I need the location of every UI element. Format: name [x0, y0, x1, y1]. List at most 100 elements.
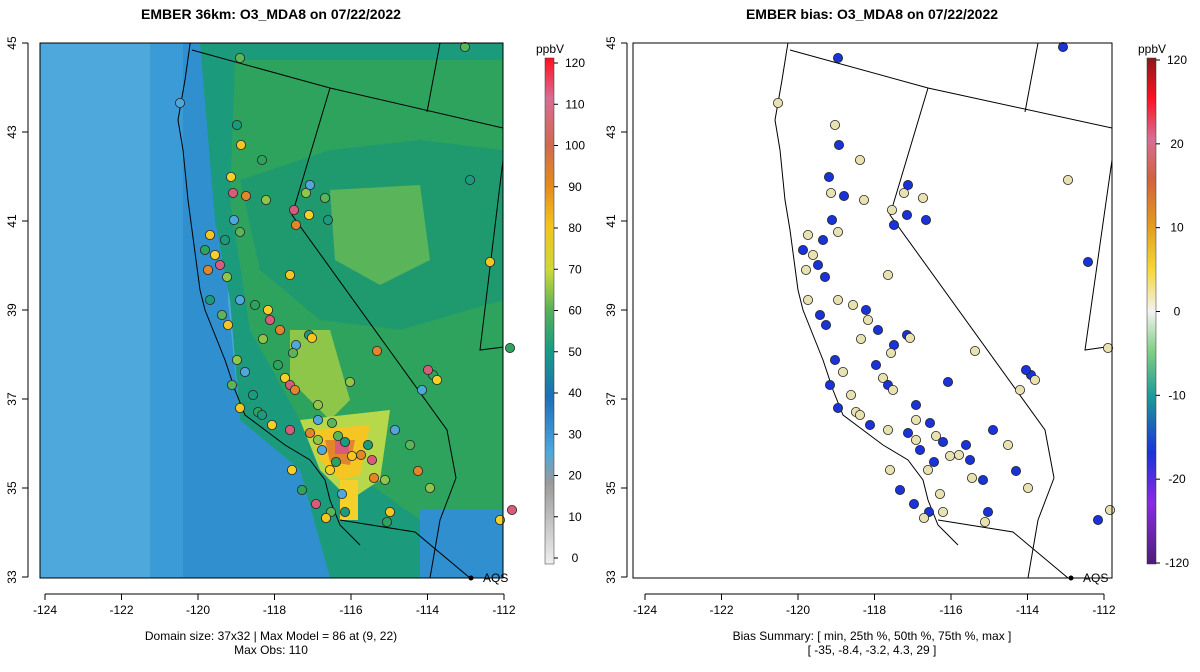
left-site-marker — [324, 464, 335, 475]
left-site-marker — [320, 513, 331, 524]
left-boundaries — [177, 43, 503, 578]
right-site-marker — [833, 294, 844, 305]
right-site-marker — [911, 399, 922, 410]
right-colorbar-tick-label: 120 — [1167, 53, 1187, 67]
left-site-marker — [303, 209, 314, 220]
left-site-marker — [266, 419, 277, 430]
ca-az-border — [429, 477, 457, 578]
land-high-cells — [330, 185, 430, 285]
right-site-marker — [983, 506, 994, 517]
left-site-marker — [424, 482, 435, 493]
right-site-marker — [988, 424, 999, 435]
left-colorbar-tick-label: 30 — [568, 427, 582, 441]
right-ca-mx-border — [937, 519, 1069, 578]
left-colorbar-tick-label: 70 — [568, 262, 582, 276]
right-site-marker — [859, 194, 870, 205]
left-site-marker — [284, 424, 295, 435]
right-colorbar-tick-label: 0 — [1174, 305, 1181, 319]
right-x-tick-label: -122 — [709, 603, 733, 617]
right-plot-frame — [632, 42, 1113, 579]
right-site-marker — [938, 506, 949, 517]
left-site-marker — [389, 424, 400, 435]
right-colorbar-tick-label: 20 — [1170, 137, 1184, 151]
left-site-marker — [239, 366, 250, 377]
right-id-border — [1024, 43, 1039, 113]
left-site-marker — [256, 154, 267, 165]
left-site-marker — [412, 465, 423, 476]
left-y-axis: 45 43 41 39 37 35 33 — [5, 36, 29, 584]
right-site-marker — [827, 214, 838, 225]
right-site-marker — [978, 474, 989, 485]
se-ocean-cells — [420, 510, 503, 578]
right-site-marker — [798, 244, 809, 255]
left-site-marker — [234, 294, 245, 305]
right-site-marker — [954, 449, 965, 460]
right-site-marker — [899, 187, 910, 198]
left-site-marker — [484, 256, 495, 267]
right-site-marker — [1021, 364, 1032, 375]
right-coastline — [774, 43, 959, 546]
left-y-tick-label: 33 — [5, 570, 19, 584]
right-site-marker — [865, 419, 876, 430]
right-map-panel: EMBER bias: O3_MDA8 on 07/22/2022 AQS -1… — [604, 6, 1189, 657]
right-ca-nv-border — [889, 87, 1055, 479]
right-site-marker — [965, 454, 976, 465]
left-site-marker — [339, 506, 350, 517]
right-site-marker — [773, 98, 784, 109]
left-colorbar-tick-label: 0 — [572, 551, 579, 565]
left-site-marker — [506, 504, 517, 515]
left-site-marker — [249, 299, 260, 310]
right-site-marker — [887, 204, 898, 215]
right-site-marker — [838, 366, 849, 377]
right-site-marker — [888, 384, 899, 395]
right-site-marker — [970, 345, 981, 356]
right-y-tick-label: 43 — [604, 125, 618, 139]
left-site-marker — [214, 259, 225, 270]
right-site-marker — [909, 498, 920, 509]
right-y-tick-label: 39 — [604, 303, 618, 317]
left-colorbar-tick-label: 40 — [568, 386, 582, 400]
id-border — [426, 43, 441, 113]
left-site-marker — [231, 354, 242, 365]
left-x-tick-label: -122 — [109, 603, 133, 617]
left-site-marker — [199, 244, 210, 255]
left-site-marker — [286, 464, 297, 475]
right-site-marker — [803, 229, 814, 240]
left-site-marker — [368, 472, 379, 483]
left-footer-line1: Domain size: 37x32 | Max Model = 86 at (… — [145, 629, 397, 643]
left-site-marker — [464, 174, 475, 185]
right-site-marker — [833, 402, 844, 413]
right-colorbar-ticks: 120 20 10 0 -10 -20 -120 — [1156, 53, 1189, 570]
right-aqs-marker — [1068, 575, 1074, 581]
left-x-axis: -124 -122 -120 -118 -116 -114 -112 — [33, 593, 516, 617]
right-site-marker — [905, 332, 916, 343]
left-site-marker — [204, 229, 215, 240]
left-site-marker — [264, 314, 275, 325]
left-site-marker — [362, 439, 373, 450]
left-site-marker — [404, 439, 415, 450]
right-site-marker — [833, 226, 844, 237]
left-site-marker — [379, 474, 390, 485]
left-colorbar-tick-label: 110 — [565, 97, 584, 111]
left-site-marker — [296, 484, 307, 495]
right-site-marker — [820, 271, 831, 282]
left-x-tick-label: -116 — [339, 603, 362, 617]
left-site-marker — [234, 53, 245, 64]
left-site-marker — [222, 319, 233, 330]
right-site-marker — [911, 434, 922, 445]
right-site-marker — [961, 439, 972, 450]
left-plot-frame — [39, 42, 504, 579]
right-title: EMBER bias: O3_MDA8 on 07/22/2022 — [746, 6, 998, 22]
left-site-marker — [431, 374, 442, 385]
left-colorbar-tick-label: 100 — [565, 139, 585, 153]
right-site-marker — [903, 427, 914, 438]
left-site-marker — [221, 271, 232, 282]
right-site-marker — [824, 171, 835, 182]
left-site-marker — [272, 359, 283, 370]
left-title: EMBER 36km: O3_MDA8 on 07/22/2022 — [141, 6, 401, 22]
left-site-marker — [279, 372, 290, 383]
right-site-marker — [818, 234, 829, 245]
right-site-marker — [925, 417, 936, 428]
right-site-marker — [935, 488, 946, 499]
right-site-marker — [861, 304, 872, 315]
